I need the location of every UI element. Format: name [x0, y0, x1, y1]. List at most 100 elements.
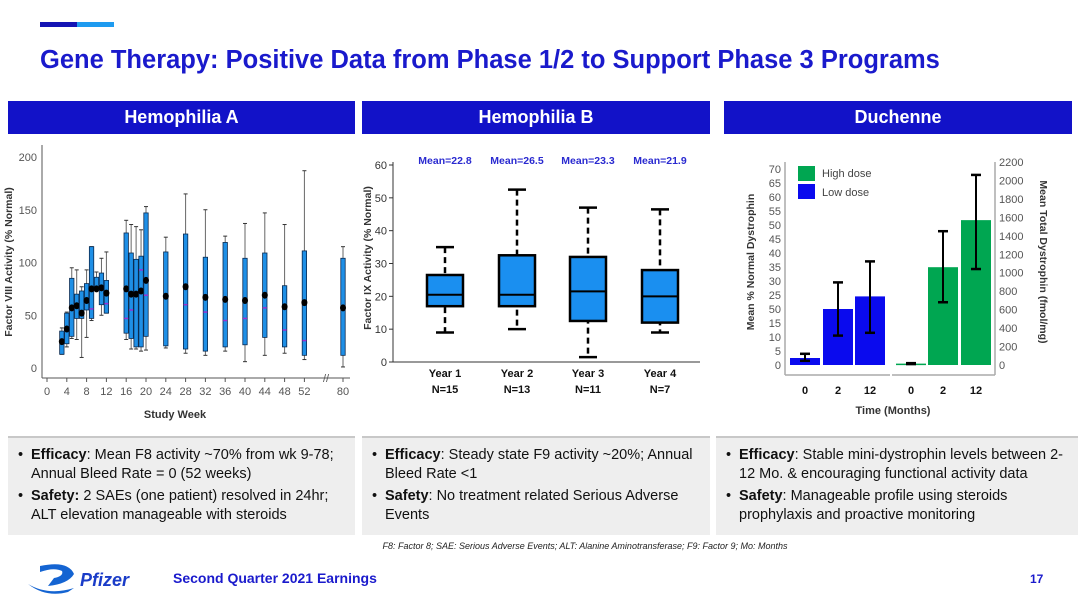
bullet-label: Safety	[739, 488, 783, 504]
y-tick-label: 45	[769, 234, 781, 246]
svg-text:Pfizer: Pfizer	[80, 570, 130, 590]
y-tick-label-right: 200	[999, 342, 1017, 354]
bullet-label: Efficacy	[31, 447, 87, 463]
mean-label: Mean=21.9	[633, 155, 687, 167]
bullet-label: Safety	[385, 488, 429, 504]
y-tick-label-right: 2000	[999, 175, 1023, 187]
y-tick-label: 70	[769, 164, 781, 176]
y-tick-label: 60	[769, 192, 781, 204]
y-tick-label-right: 1400	[999, 231, 1023, 243]
x-tick-sublabel: N=13	[504, 384, 531, 396]
x-tick-label: 0	[802, 385, 808, 397]
header-hemophilia-b: Hemophilia B	[362, 101, 710, 134]
y-tick-label: 20	[375, 291, 387, 303]
y-tick-label: 200	[19, 152, 37, 164]
box	[138, 255, 144, 348]
mean-label: Mean=22.8	[418, 155, 472, 167]
slide-title: Gene Therapy: Positive Data from Phase 1…	[40, 46, 940, 74]
box	[222, 242, 228, 348]
box	[182, 233, 189, 350]
bullet-label: Safety:	[31, 488, 80, 504]
x-tick-label: 44	[259, 386, 271, 398]
median-marker	[340, 304, 346, 312]
median-marker	[68, 304, 75, 312]
box	[88, 246, 95, 319]
accent-bar-light	[77, 22, 114, 27]
y-axis-label-right: Mean Total Dystrophin (fmol/mg)	[1037, 180, 1049, 343]
bullet-efficacy: Efficacy: Mean F8 activity ~70% from wk …	[18, 446, 347, 484]
x-tick-label: 16	[120, 386, 132, 398]
accent-bar-dark	[40, 22, 77, 27]
median-marker	[93, 285, 100, 293]
y-tick-label: 10	[769, 332, 781, 344]
median-marker	[83, 296, 90, 304]
page-number: 17	[1030, 572, 1044, 586]
median-marker	[133, 290, 140, 298]
y-tick-label: 0	[381, 357, 387, 369]
header-duchenne: Duchenne	[724, 101, 1072, 134]
duchenne-chart: 0510155025303540455055606570020040060080…	[745, 157, 1049, 417]
median-marker	[222, 295, 229, 303]
x-tick-sublabel: N=11	[575, 384, 601, 396]
x-tick-label: 28	[179, 386, 191, 398]
box	[425, 273, 465, 308]
box	[103, 280, 109, 314]
x-tick-label: 24	[160, 386, 172, 398]
y-tick-label-right: 1800	[999, 194, 1023, 206]
y-tick-label-right: 0	[999, 360, 1005, 372]
bullet-safety: Safety: No treatment related Serious Adv…	[372, 487, 702, 525]
x-tick-label: Year 1	[429, 368, 461, 380]
legend-swatch-high-dose	[798, 166, 815, 181]
x-tick-sublabel: N=7	[650, 384, 671, 396]
median-marker	[202, 293, 209, 301]
axis-break-marker: //	[323, 373, 330, 385]
median-marker	[78, 309, 85, 317]
y-tick-label: 50	[769, 304, 781, 316]
box	[133, 258, 139, 348]
y-tick-label: 50	[375, 193, 387, 205]
y-tick-label: 150	[19, 205, 37, 217]
x-tick-label: 12	[970, 385, 982, 397]
bullet-label: Efficacy	[739, 447, 795, 463]
x-tick-label: Year 2	[501, 368, 533, 380]
bullet-text: : Steady state F9 activity ~20%; Annual …	[385, 447, 693, 482]
y-tick-label: 65	[769, 178, 781, 190]
y-tick-label: 25	[769, 290, 781, 302]
y-tick-label-right: 1000	[999, 268, 1023, 280]
median-marker	[58, 338, 65, 346]
y-tick-label-right: 600	[999, 305, 1017, 317]
x-tick-label: 12	[864, 385, 876, 397]
x-axis-label: Time (Months)	[856, 405, 931, 417]
y-tick-label: 50	[769, 220, 781, 232]
y-tick-label: 35	[769, 262, 781, 274]
y-tick-label-right: 1600	[999, 212, 1023, 224]
box	[84, 283, 90, 311]
x-tick-label: 8	[84, 386, 90, 398]
x-tick-label: 20	[140, 386, 152, 398]
y-tick-label-right: 1200	[999, 249, 1023, 261]
median-marker	[63, 325, 70, 333]
box	[497, 254, 537, 308]
footer-event: Second Quarter 2021 Earnings	[173, 570, 377, 586]
x-tick-label: 36	[219, 386, 231, 398]
y-tick-label: 30	[375, 259, 387, 271]
y-axis-label: Mean % Normal Dystrophin	[745, 194, 757, 331]
header-hemophilia-a: Hemophilia A	[8, 101, 355, 134]
bullet-safety: Safety: 2 SAEs (one patient) resolved in…	[18, 487, 347, 525]
bullet-text: : Manageable profile using steroids prop…	[739, 488, 1008, 523]
median-marker	[128, 290, 135, 298]
box	[123, 232, 129, 334]
x-axis-label: Study Week	[144, 409, 207, 421]
x-tick-label: Year 3	[572, 368, 604, 380]
x-tick-label: 12	[100, 386, 112, 398]
legend-label: High dose	[822, 168, 872, 180]
median-marker	[242, 296, 248, 304]
bullet-safety: Safety: Manageable profile using steroid…	[726, 487, 1070, 525]
median-marker	[143, 276, 149, 284]
mean-label: Mean=23.3	[561, 155, 615, 167]
x-tick-sublabel: N=15	[432, 384, 459, 396]
box	[143, 212, 149, 337]
y-tick-label-right: 2200	[999, 157, 1023, 169]
x-tick-label: 48	[278, 386, 290, 398]
bullet-efficacy: Efficacy: Stable mini-dystrophin levels …	[726, 446, 1070, 484]
